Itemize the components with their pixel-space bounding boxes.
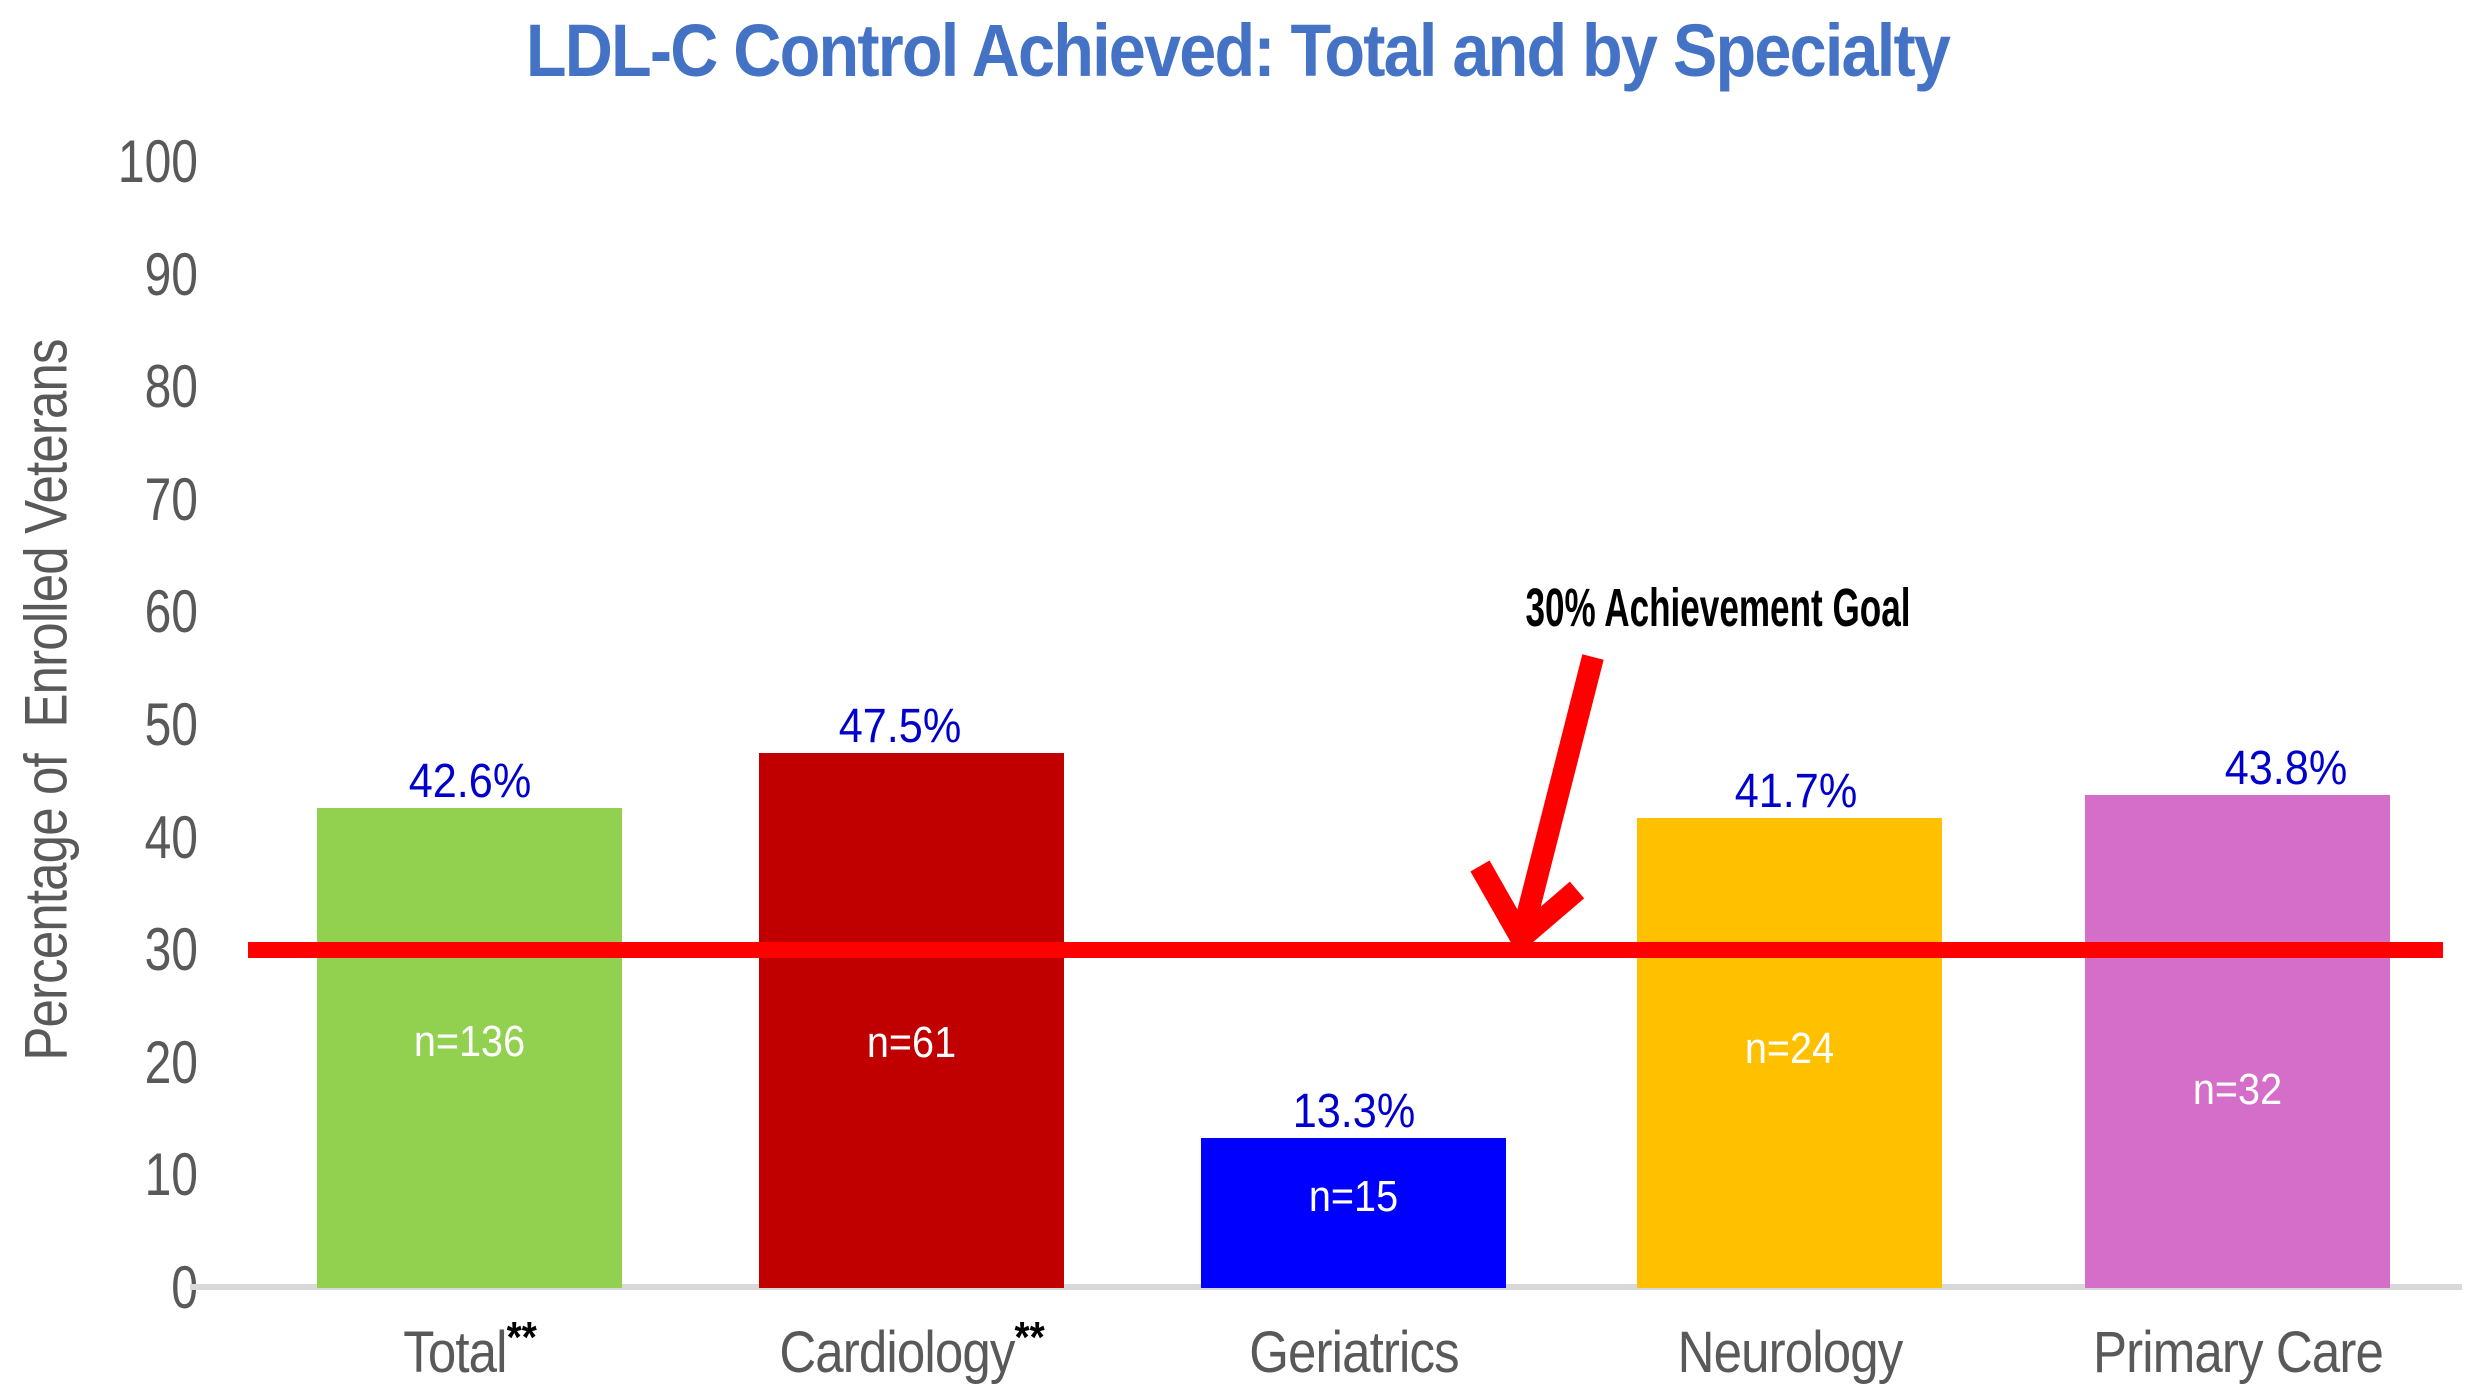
y-tick-label: 40 <box>144 804 198 871</box>
x-axis-label-primary-care: Primary Care <box>2092 1320 2384 1385</box>
y-tick-label: 20 <box>144 1029 198 1096</box>
bar-value-label: 13.3% <box>1292 1085 1416 1138</box>
bar-value-label: 42.6% <box>408 755 532 808</box>
goal-line <box>248 942 2443 958</box>
y-tick-label: 80 <box>144 353 198 420</box>
bar-cardiology <box>759 753 1064 1288</box>
x-axis-label-cardiology: Cardiology** <box>779 1313 1045 1385</box>
bar-n-label: n=15 <box>1308 1172 1399 1221</box>
bar-primary-care <box>2085 795 2390 1288</box>
x-axis-label-neurology: Neurology <box>1677 1320 1904 1385</box>
goal-annotation: 30% Achievement Goal <box>1525 578 1911 638</box>
bar-n-label: n=32 <box>2192 1065 2283 1114</box>
x-axis-label-total: Total** <box>403 1313 537 1385</box>
y-tick-label: 60 <box>144 578 198 645</box>
y-tick-label: 50 <box>144 691 198 758</box>
x-axis-label-geriatrics: Geriatrics <box>1249 1320 1459 1385</box>
bar-neurology <box>1637 818 1942 1288</box>
bar-value-label: 41.7% <box>1734 765 1858 818</box>
bar-n-label: n=136 <box>413 1017 526 1066</box>
y-tick-label: 90 <box>144 241 198 308</box>
y-tick-label: 30 <box>144 916 198 983</box>
y-tick-label: 0 <box>171 1254 198 1321</box>
chart-title: LDL-C Control Achieved: Total and by Spe… <box>525 9 1951 92</box>
y-tick-label: 70 <box>144 466 198 533</box>
bar-value-label: 47.5% <box>838 700 962 753</box>
significance-marker: ** <box>506 1313 537 1362</box>
bar-n-label: n=61 <box>866 1018 957 1067</box>
bar-n-label: n=24 <box>1744 1024 1835 1073</box>
bar-value-label: 43.8% <box>2224 742 2348 795</box>
significance-marker: ** <box>1014 1313 1045 1362</box>
bar-total <box>317 808 622 1288</box>
bar-geriatrics <box>1201 1138 1506 1288</box>
y-tick-label: 10 <box>144 1141 198 1208</box>
y-tick-label: 100 <box>117 128 198 195</box>
